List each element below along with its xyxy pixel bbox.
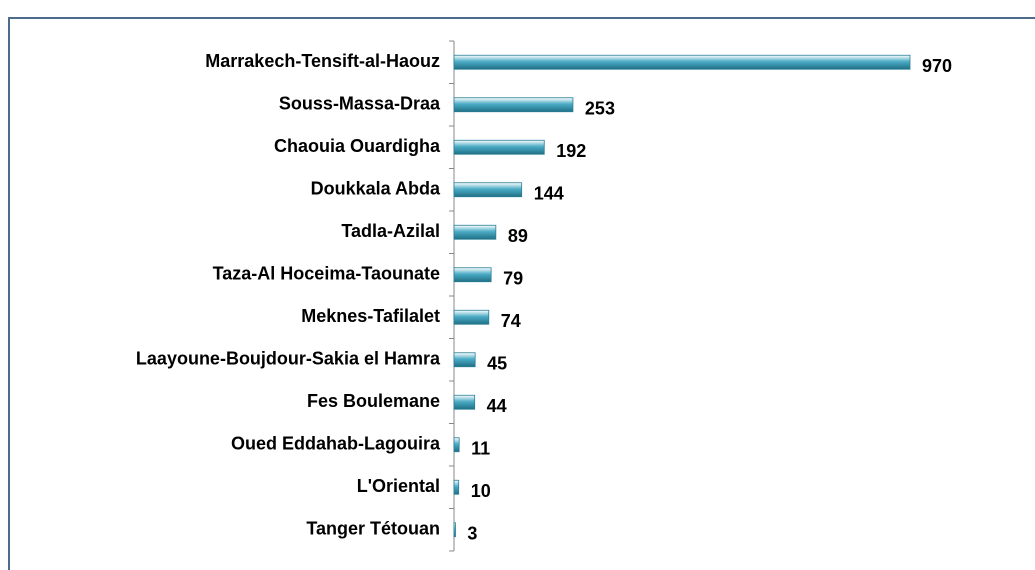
category-label: Oued Eddahab-Lagouira [231,434,441,454]
category-label: Souss-Massa-Draa [279,94,441,114]
bar [453,267,492,283]
bar [453,309,490,325]
category-label: Doukkala Abda [311,179,441,199]
value-label: 253 [585,99,615,119]
bar [453,394,476,410]
category-label: Fes Boulemane [307,391,440,411]
bar [453,139,545,155]
value-label: 192 [556,141,586,161]
value-label: 89 [508,226,528,246]
bar [453,182,523,198]
category-label: Taza-Al Hoceima-Taounate [213,264,440,284]
value-label: 970 [922,56,952,76]
value-label: 79 [503,269,523,289]
category-label: Tanger Tétouan [306,519,440,539]
category-label: Meknes-Tafilalet [301,306,440,326]
category-label: Chaouia Ouardigha [274,136,441,156]
category-label: Marrakech-Tensift-al-Haouz [205,51,440,71]
bar [453,479,460,495]
value-label: 45 [487,354,507,374]
bar [453,437,460,453]
value-label: 44 [487,396,507,416]
bar [453,224,497,240]
category-label: L'Oriental [357,476,440,496]
bar [453,97,574,113]
value-label: 74 [501,311,521,331]
bar [453,54,911,70]
category-label: Tadla-Azilal [341,221,440,241]
value-label: 3 [467,524,477,544]
value-label: 11 [471,439,490,459]
category-label: Laayoune-Boujdour-Sakia el Hamra [136,349,441,369]
value-label: 10 [471,481,491,501]
bar [453,522,456,538]
value-label: 144 [534,184,564,204]
frame [8,17,1035,570]
bar [453,352,476,368]
